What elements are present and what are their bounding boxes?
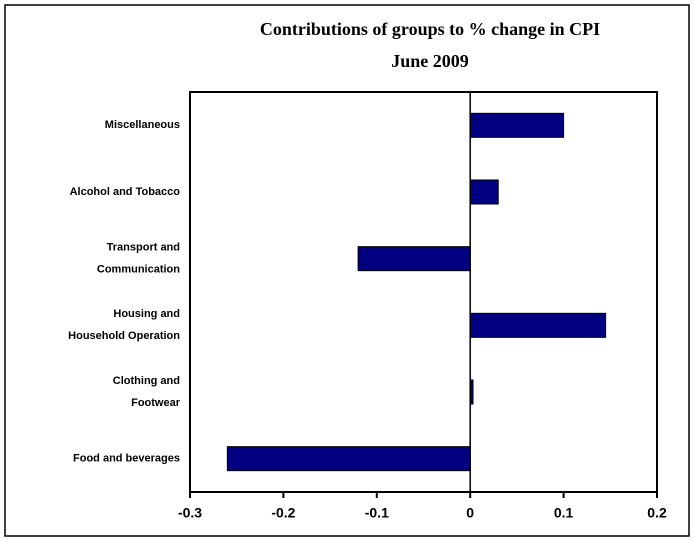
y-tick-label: Clothing and — [113, 375, 180, 387]
y-tick-label: Miscellaneous — [105, 119, 180, 131]
y-tick-label: Footwear — [131, 397, 181, 409]
y-tick-label: Alcohol and Tobacco — [70, 186, 181, 198]
y-tick-label: Food and beverages — [73, 453, 180, 465]
x-tick-label: 0.2 — [647, 505, 667, 521]
y-tick-label: Household Operation — [68, 330, 180, 342]
x-tick-label: 0.1 — [554, 505, 574, 521]
bar — [469, 312, 607, 338]
y-tick-label: Housing and — [113, 308, 180, 320]
x-tick-label: 0 — [466, 505, 474, 521]
x-tick-label: -0.3 — [178, 505, 202, 521]
bar — [469, 179, 499, 205]
x-tick-label: -0.1 — [365, 505, 389, 521]
x-tick-label: -0.2 — [271, 505, 295, 521]
bar — [357, 246, 471, 272]
chart-title: Contributions of groups to % change in C… — [260, 19, 600, 39]
y-tick-label: Transport and — [107, 242, 180, 254]
plot-area — [189, 91, 658, 493]
y-tick-label: Communication — [97, 264, 180, 276]
bar — [469, 112, 565, 138]
bar — [226, 446, 471, 472]
chart-subtitle: June 2009 — [391, 51, 469, 71]
